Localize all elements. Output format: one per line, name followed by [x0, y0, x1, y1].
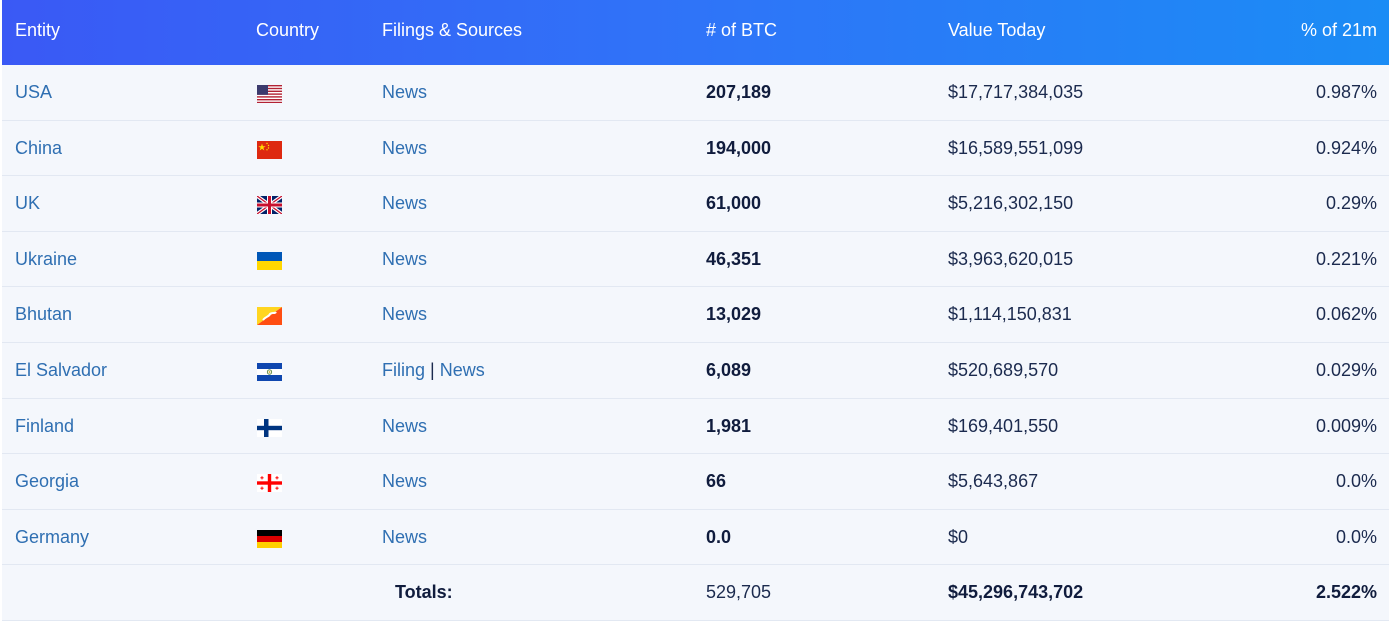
header-btc[interactable]: # of BTC [706, 20, 778, 40]
table-row: Bhutan News 13,029 $1,114,150,831 0.062% [2, 287, 1389, 343]
news-link[interactable]: News [382, 526, 428, 547]
btc-amount: 61,000 [706, 193, 762, 214]
ukraine-flag-icon [257, 251, 282, 270]
pct-of-21m: 0.0% [1335, 526, 1377, 547]
entity-link[interactable]: Ukraine [15, 248, 78, 269]
filing-link[interactable]: Filing [382, 359, 426, 380]
btc-amount: 6,089 [706, 359, 752, 380]
pct-of-21m: 0.0% [1335, 471, 1377, 492]
value-today: $3,963,620,015 [948, 248, 1074, 269]
entity-link[interactable]: Georgia [15, 471, 80, 492]
table-row: Georgia News 66 $5,643,867 0.0% [2, 454, 1389, 510]
totals-btc: 529,705 [706, 582, 772, 603]
table-row: USA News 207,189 $17,717,384,035 0.987% [2, 65, 1389, 121]
value-today: $169,401,550 [948, 415, 1059, 436]
china-flag-icon [257, 140, 282, 159]
totals-value: $45,296,743,702 [948, 582, 1084, 603]
table-row: Finland News 1,981 $169,401,550 0.009% [2, 398, 1389, 455]
totals-pct: 2.522% [1315, 582, 1377, 603]
news-link[interactable]: News [382, 415, 428, 436]
value-today: $5,216,302,150 [948, 193, 1074, 214]
header-country[interactable]: Country [256, 20, 320, 40]
georgia-flag-icon [257, 474, 282, 493]
entity-link[interactable]: El Salvador [15, 359, 108, 380]
btc-amount: 13,029 [706, 304, 762, 325]
value-today: $5,643,867 [948, 471, 1039, 492]
pct-of-21m: 0.987% [1315, 82, 1377, 102]
value-today: $16,589,551,099 [948, 137, 1084, 158]
finland-flag-icon [257, 418, 282, 437]
header-sources[interactable]: Filings & Sources [382, 20, 523, 40]
us-flag-icon [257, 85, 282, 103]
uk-flag-icon [257, 196, 282, 215]
news-link[interactable]: News [382, 471, 428, 492]
entity-link[interactable]: USA [15, 82, 53, 102]
btc-amount: 1,981 [706, 415, 752, 436]
news-link[interactable]: News [382, 82, 428, 102]
btc-amount: 66 [706, 471, 727, 492]
entity-link[interactable]: UK [15, 193, 41, 214]
pct-of-21m: 0.29% [1325, 193, 1377, 214]
value-today: $520,689,570 [948, 359, 1059, 380]
pct-of-21m: 0.062% [1315, 304, 1377, 325]
bhutan-flag-icon [257, 307, 282, 326]
el-salvador-flag-icon [257, 362, 282, 381]
source-separator: | [430, 359, 435, 380]
pct-of-21m: 0.009% [1315, 415, 1377, 436]
table-row: El Salvador Filing | News 6,089 $520,689… [2, 342, 1389, 399]
value-today: $17,717,384,035 [948, 82, 1084, 102]
btc-amount: 46,351 [706, 248, 762, 269]
germany-flag-icon [257, 529, 282, 548]
value-today: $1,114,150,831 [948, 304, 1072, 325]
table-row: Ukraine News 46,351 $3,963,620,015 0.221… [2, 231, 1389, 288]
btc-amount: 207,189 [706, 82, 772, 102]
header-value[interactable]: Value Today [948, 20, 1046, 40]
table-row: China News 194,000 $16,589,551,099 0.924… [2, 120, 1389, 177]
pct-of-21m: 0.221% [1315, 248, 1377, 269]
btc-amount: 194,000 [706, 137, 772, 158]
btc-amount: 0.0 [706, 526, 732, 547]
entity-link[interactable]: Finland [15, 415, 75, 436]
entity-link[interactable]: Bhutan [15, 304, 73, 325]
totals-row: Totals: 529,705 $45,296,743,702 2.522% [2, 565, 1389, 621]
header-pct[interactable]: % of 21m [1300, 20, 1377, 40]
entity-link[interactable]: Germany [15, 526, 90, 547]
table-row: Germany News 0.0 $0 0.0% [2, 509, 1389, 566]
pct-of-21m: 0.924% [1315, 137, 1377, 158]
news-link[interactable]: News [382, 137, 428, 158]
header-entity[interactable]: Entity [15, 20, 61, 40]
news-link[interactable]: News [382, 248, 428, 269]
table-row: UK News 61,000 $5,216,302,150 0.29% [2, 176, 1389, 232]
entity-link[interactable]: China [15, 137, 63, 158]
table-header: Entity Country Filings & Sources # of BT… [2, 0, 1389, 65]
pct-of-21m: 0.029% [1315, 359, 1377, 380]
totals-label: Totals: [395, 582, 453, 603]
news-link[interactable]: News [382, 304, 428, 325]
news-link[interactable]: News [382, 193, 428, 214]
news-link[interactable]: News [439, 359, 485, 380]
value-today: $0 [948, 526, 969, 547]
